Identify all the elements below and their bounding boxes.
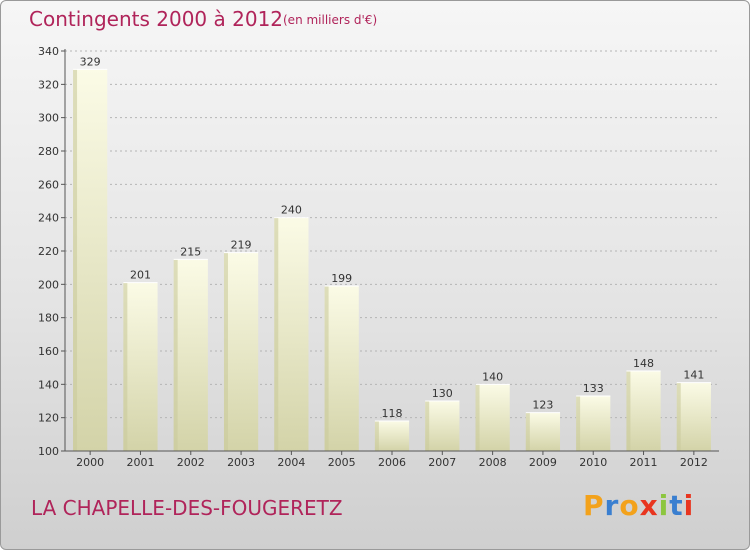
bar (123, 282, 158, 451)
bar-shadow (123, 282, 128, 451)
bar-shadow (576, 396, 581, 451)
bar-shadow (73, 69, 78, 451)
y-tick-label: 120 (38, 412, 59, 425)
y-tick-label: 100 (38, 445, 59, 458)
x-tick-label: 2009 (529, 456, 557, 469)
bar (525, 412, 561, 451)
data-label: 140 (482, 370, 503, 383)
bar (676, 382, 711, 451)
data-label: 201 (130, 269, 151, 282)
bar-shadow (173, 259, 178, 451)
bar-2007 (425, 400, 460, 451)
data-label: 215 (180, 245, 201, 258)
bar-shadow (525, 412, 530, 451)
y-tick-label: 320 (38, 78, 59, 91)
bar-shadow (425, 401, 430, 451)
data-label: 329 (80, 55, 101, 68)
proxiti-logo: Proxiti (583, 489, 694, 522)
bar (274, 217, 309, 451)
bar-shadow (274, 217, 279, 451)
bar-2000 (73, 68, 108, 451)
bar-shadow (374, 421, 379, 451)
data-label: 141 (683, 369, 704, 382)
bar-2001 (123, 282, 158, 451)
logo-letter: o (619, 489, 640, 522)
x-tick-label: 2000 (76, 456, 104, 469)
y-tick-label: 240 (38, 212, 59, 225)
y-tick-label: 280 (38, 145, 59, 158)
bar (223, 252, 259, 451)
grid-lines (65, 50, 719, 452)
bar-2006 (374, 420, 410, 451)
bar (324, 286, 359, 451)
x-tick-label: 2003 (227, 456, 255, 469)
data-label: 133 (583, 382, 604, 395)
place-name: LA CHAPELLE-DES-FOUGERETZ (31, 496, 343, 520)
bar-2005 (324, 285, 359, 451)
bar (576, 396, 611, 451)
data-label: 240 (281, 204, 302, 217)
bar-2012 (676, 382, 711, 451)
x-tick-label: 2002 (177, 456, 205, 469)
y-tick-label: 140 (38, 378, 59, 391)
y-tick-label: 340 (38, 45, 59, 58)
axes-group: 100 120 140 160 180 200 220 240 260 280 300 320 340 2… (38, 45, 719, 469)
bar-shadow (626, 371, 631, 451)
logo-letter: t (669, 489, 684, 522)
bar-2010 (576, 395, 611, 451)
chart-title: Contingents 2000 à 2012 (29, 7, 284, 31)
y-tick-label: 220 (38, 245, 59, 258)
bar-2003 (223, 252, 259, 451)
bar (173, 259, 208, 451)
y-tick-label: 260 (38, 178, 59, 191)
x-tick-label: 2012 (680, 456, 708, 469)
bar-shadow (475, 384, 480, 451)
bar-2004 (274, 217, 309, 451)
x-tick-label: 2006 (378, 456, 406, 469)
x-tick-label: 2010 (579, 456, 607, 469)
data-label: 130 (432, 387, 453, 400)
data-label: 148 (633, 357, 654, 370)
bar (475, 384, 510, 451)
logo-letter: i (683, 489, 695, 522)
chart-subtitle: (en milliers d'€) (283, 13, 378, 27)
x-tick-label: 2001 (126, 456, 154, 469)
logo-letter: x (639, 489, 659, 522)
data-label: 123 (532, 399, 553, 412)
bar (626, 371, 661, 451)
y-tick-label: 300 (38, 112, 59, 125)
x-tick-label: 2008 (479, 456, 507, 469)
x-tick-label: 2011 (630, 456, 658, 469)
logo-letter: r (604, 489, 620, 522)
bar-2002 (173, 258, 208, 451)
y-tick-label: 180 (38, 312, 59, 325)
data-label: 199 (331, 272, 352, 285)
bar (73, 69, 108, 451)
logo-letter: i (658, 489, 670, 522)
bar (374, 421, 410, 451)
data-label: 118 (382, 407, 403, 420)
bar-shadow (324, 286, 329, 451)
x-tick-label: 2004 (277, 456, 305, 469)
bars-group: 329 201 215 219 240 199 118 130 140 123 133 148 141 (73, 55, 711, 451)
data-label: 219 (231, 239, 252, 252)
x-tick-label: 2005 (328, 456, 356, 469)
x-tick-label: 2007 (428, 456, 456, 469)
bar (425, 401, 460, 451)
bar-2011 (626, 370, 661, 451)
bar-shadow (676, 382, 681, 451)
y-tick-label: 160 (38, 345, 59, 358)
bar-shadow (223, 252, 228, 451)
y-tick-label: 200 (38, 278, 59, 291)
logo-letter: P (583, 489, 605, 522)
bar-2009 (525, 412, 561, 451)
bar-2008 (475, 383, 510, 451)
